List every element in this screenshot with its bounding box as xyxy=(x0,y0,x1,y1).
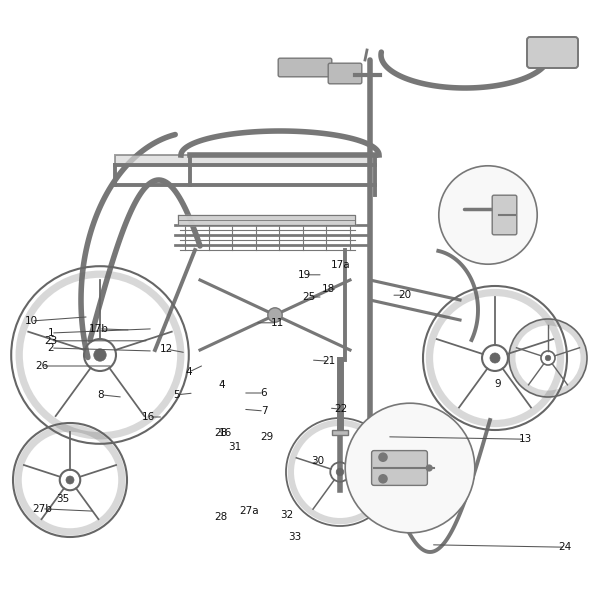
Text: 28: 28 xyxy=(214,428,227,438)
Text: 35: 35 xyxy=(56,494,70,504)
Text: 20: 20 xyxy=(398,290,412,300)
Circle shape xyxy=(268,308,282,322)
Text: 6: 6 xyxy=(260,388,268,398)
Text: 23: 23 xyxy=(44,336,58,346)
Text: 10: 10 xyxy=(25,316,38,326)
Text: 19: 19 xyxy=(298,270,311,280)
Text: 28: 28 xyxy=(214,512,227,522)
Text: 11: 11 xyxy=(271,318,284,328)
Text: 21: 21 xyxy=(322,356,335,366)
Text: 16: 16 xyxy=(142,412,155,422)
Text: 18: 18 xyxy=(322,284,335,294)
Text: 22: 22 xyxy=(334,404,347,414)
Text: 27b: 27b xyxy=(32,504,52,514)
Text: 8: 8 xyxy=(97,390,104,400)
Text: 31: 31 xyxy=(229,442,242,452)
Circle shape xyxy=(94,349,106,361)
FancyBboxPatch shape xyxy=(278,58,332,77)
Polygon shape xyxy=(178,215,355,225)
Text: 17a: 17a xyxy=(331,260,350,270)
Text: 4: 4 xyxy=(218,380,226,390)
Circle shape xyxy=(425,464,433,472)
Text: 4: 4 xyxy=(185,367,193,377)
FancyBboxPatch shape xyxy=(178,215,355,225)
Circle shape xyxy=(345,403,475,533)
FancyBboxPatch shape xyxy=(371,451,427,485)
Circle shape xyxy=(378,452,388,462)
FancyBboxPatch shape xyxy=(328,63,362,84)
Text: 33: 33 xyxy=(289,532,302,542)
FancyBboxPatch shape xyxy=(332,430,348,435)
FancyBboxPatch shape xyxy=(527,37,578,68)
Text: 16: 16 xyxy=(218,428,232,438)
Text: 12: 12 xyxy=(160,344,173,354)
Text: 2: 2 xyxy=(47,343,55,353)
Text: 24: 24 xyxy=(559,542,572,552)
Circle shape xyxy=(545,355,551,361)
Text: 29: 29 xyxy=(260,432,274,442)
FancyBboxPatch shape xyxy=(492,195,517,235)
Text: 17b: 17b xyxy=(89,324,109,334)
FancyBboxPatch shape xyxy=(115,155,375,165)
Text: 13: 13 xyxy=(518,434,532,444)
Text: 7: 7 xyxy=(260,406,268,416)
Text: 9: 9 xyxy=(494,379,502,389)
Text: 5: 5 xyxy=(173,390,181,400)
Text: 26: 26 xyxy=(35,361,49,371)
Text: 27a: 27a xyxy=(239,506,259,516)
Circle shape xyxy=(439,166,537,264)
Circle shape xyxy=(66,476,74,484)
Circle shape xyxy=(336,468,344,476)
Text: 25: 25 xyxy=(302,292,316,302)
Text: 1: 1 xyxy=(47,328,55,338)
Text: 30: 30 xyxy=(311,456,325,466)
Circle shape xyxy=(378,474,388,484)
Text: 32: 32 xyxy=(280,510,293,520)
Circle shape xyxy=(490,353,500,363)
